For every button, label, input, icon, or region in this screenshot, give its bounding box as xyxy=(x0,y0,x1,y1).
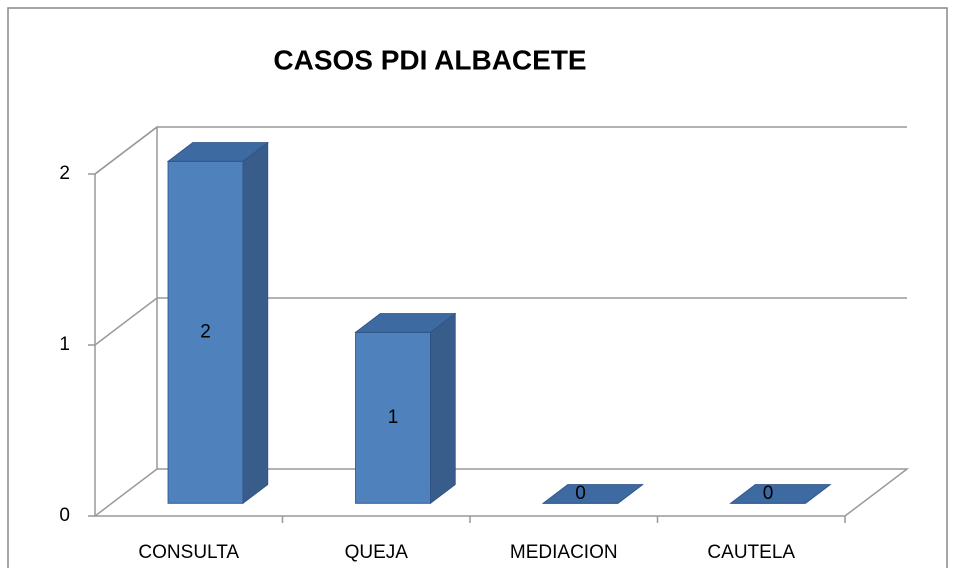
bar xyxy=(354,312,457,505)
bar xyxy=(166,141,269,505)
bar-top xyxy=(729,484,832,504)
x-tick-label: CAUTELA xyxy=(707,542,795,563)
data-label: 1 xyxy=(388,407,399,428)
back-wall-edge xyxy=(94,125,158,469)
x-tick-label: CONSULTA xyxy=(138,542,239,563)
data-label: 0 xyxy=(763,483,774,504)
data-label: 2 xyxy=(200,321,211,342)
bar-side xyxy=(430,312,456,505)
x-tick-label: MEDIACION xyxy=(510,542,618,563)
y-tick-label: 1 xyxy=(59,334,70,355)
y-tick-label: 2 xyxy=(59,163,70,184)
floor xyxy=(92,468,910,517)
grid-line xyxy=(94,126,907,175)
bar-top xyxy=(354,313,457,333)
bar xyxy=(729,484,832,504)
bar-top xyxy=(166,142,269,162)
grid-line xyxy=(94,297,907,346)
bar-side xyxy=(242,141,269,505)
chart-border xyxy=(7,7,948,568)
bar-top xyxy=(541,484,644,504)
x-tick-label: QUEJA xyxy=(345,542,409,563)
y-tick-label: 0 xyxy=(59,505,70,526)
chart-title: CASOS PDI ALBACETE xyxy=(273,44,586,75)
bar xyxy=(541,484,644,504)
data-label: 0 xyxy=(575,483,586,504)
